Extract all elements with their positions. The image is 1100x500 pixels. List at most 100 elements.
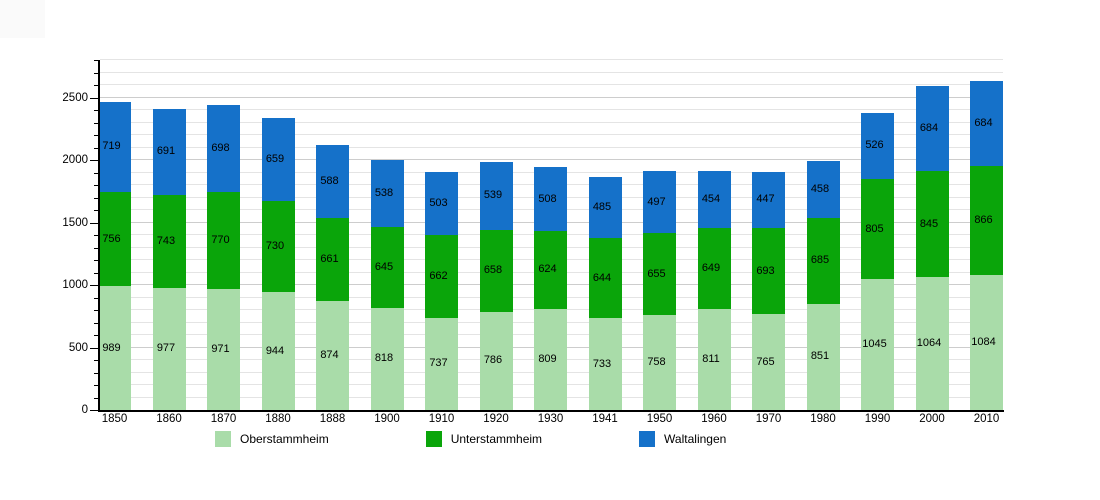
segment-value: 662	[429, 270, 448, 282]
segment-value: 851	[810, 350, 830, 363]
x-tick-label-1850: 1850	[101, 413, 128, 425]
segment-value: 866	[974, 213, 993, 226]
segment-waltalingen-1880: 659	[261, 118, 295, 201]
segment-waltalingen-2010: 684	[970, 80, 1003, 167]
bar-1941: 485 644 733	[588, 177, 622, 410]
y-minor-tick	[94, 272, 98, 274]
segment-unterstammheim-1850: 756	[98, 191, 131, 287]
bar-1970: 447 693 765	[752, 171, 785, 410]
segment-value: 1045	[862, 338, 887, 351]
x-tick-label-1960: 1960	[701, 413, 727, 425]
segment-oberstammheim-1950: 758	[643, 315, 676, 410]
y-tick-label: 1500	[62, 216, 88, 229]
segment-waltalingen-1920: 539	[479, 162, 513, 230]
segment-value: 977	[156, 342, 176, 355]
x-tick-label-1910: 1910	[428, 413, 455, 425]
segment-value: 539	[483, 189, 503, 202]
y-minor-tick	[94, 397, 98, 399]
segment-value: 684	[974, 117, 993, 129]
segment-unterstammheim-1970: 693	[752, 227, 785, 315]
segment-waltalingen-2000: 684	[915, 85, 949, 172]
bar-1910: 503 662 737	[425, 172, 458, 410]
legend-swatch	[215, 431, 231, 447]
x-tick-label-2000: 2000	[919, 413, 945, 425]
segment-value: 845	[919, 217, 939, 230]
segment-oberstammheim-1910: 737	[425, 317, 458, 410]
x-tick-label-1930: 1930	[537, 413, 564, 425]
segment-value: 685	[810, 254, 830, 267]
segment-value: 770	[211, 234, 230, 246]
y-minor-tick	[94, 72, 98, 74]
x-tick-label-2010: 2010	[973, 413, 1000, 425]
bar-1880: 659 730 944	[261, 118, 295, 410]
y-minor-tick	[94, 235, 98, 236]
segment-value: 733	[592, 357, 612, 370]
segment-waltalingen-1970: 447	[752, 171, 785, 228]
segment-unterstammheim-1980: 685	[806, 218, 840, 304]
segment-value: 624	[538, 263, 557, 276]
y-minor-tick	[94, 135, 98, 136]
y-minor-tick	[94, 322, 98, 324]
segment-value: 503	[429, 197, 448, 210]
legend-item-waltalingen: Waltalingen	[639, 431, 781, 447]
segment-value: 765	[756, 355, 775, 368]
segment-value: 1064	[916, 337, 942, 349]
segment-value: 971	[211, 342, 230, 355]
y-tick-label: 2500	[62, 91, 88, 104]
segment-value: 508	[538, 192, 557, 205]
x-tick-label-1860: 1860	[156, 413, 182, 425]
bar-1920: 539 658 786	[479, 162, 513, 410]
y-axis	[98, 60, 100, 411]
gridline	[100, 121, 1003, 123]
bar-1860: 691 743 977	[152, 108, 186, 410]
bar-1950: 497 655 758	[643, 171, 676, 410]
x-tick-label-1900: 1900	[374, 413, 400, 425]
x-tick-label-1980: 1980	[810, 413, 836, 425]
legend-swatch	[425, 431, 442, 447]
segment-waltalingen-1860: 691	[152, 108, 186, 195]
segment-waltalingen-1990: 526	[861, 113, 894, 179]
segment-waltalingen-1900: 538	[370, 159, 404, 228]
y-tick-label: 0	[81, 404, 88, 416]
segment-value: 874	[320, 348, 339, 361]
segment-oberstammheim-1880: 944	[261, 292, 295, 410]
legend-swatch	[639, 431, 656, 447]
x-axis	[98, 410, 1004, 412]
segment-waltalingen-1980: 458	[806, 160, 840, 218]
segment-oberstammheim-1970: 765	[752, 314, 785, 410]
y-tick-label: 2000	[62, 154, 88, 166]
y-minor-tick	[94, 310, 98, 311]
y-minor-tick	[94, 260, 98, 261]
x-tick-label-1941: 1941	[592, 413, 618, 425]
y-major-tick	[90, 285, 98, 286]
segment-value: 447	[756, 193, 775, 206]
x-tick-label-1920: 1920	[483, 413, 509, 425]
segment-value: 658	[483, 264, 503, 277]
segment-oberstammheim-1888: 874	[316, 300, 349, 410]
segment-oberstammheim-1870: 971	[207, 288, 240, 410]
y-minor-tick	[94, 197, 98, 199]
segment-waltalingen-1950: 497	[643, 171, 676, 234]
segment-value: 655	[647, 267, 666, 280]
bar-2000: 684 845 1064	[915, 85, 949, 410]
segment-value: 743	[156, 234, 176, 247]
segment-oberstammheim-1920: 786	[479, 311, 513, 410]
segment-value: 458	[810, 182, 830, 195]
y-minor-tick	[94, 85, 98, 86]
segment-unterstammheim-1941: 644	[588, 237, 622, 319]
segment-value: 1084	[971, 335, 996, 348]
segment-oberstammheim-1900: 818	[370, 307, 404, 410]
segment-value: 538	[374, 187, 394, 199]
bar-1870: 698 770 971	[207, 105, 240, 410]
corner-artifact	[0, 0, 45, 38]
segment-oberstammheim-1980: 851	[806, 303, 840, 410]
segment-oberstammheim-2000: 1064	[915, 277, 949, 410]
segment-unterstammheim-2010: 866	[970, 166, 1003, 275]
segment-oberstammheim-1860: 977	[152, 287, 186, 410]
segment-value: 661	[320, 252, 339, 265]
bars-container: 719 756 989 691 743 977 698 770 971 659 730 944 588 6…	[98, 60, 1003, 410]
segment-value: 691	[156, 145, 176, 158]
legend: Oberstammheim Unterstammheim Waltalingen	[215, 431, 781, 447]
segment-value: 454	[701, 192, 721, 205]
y-minor-tick	[94, 247, 98, 249]
